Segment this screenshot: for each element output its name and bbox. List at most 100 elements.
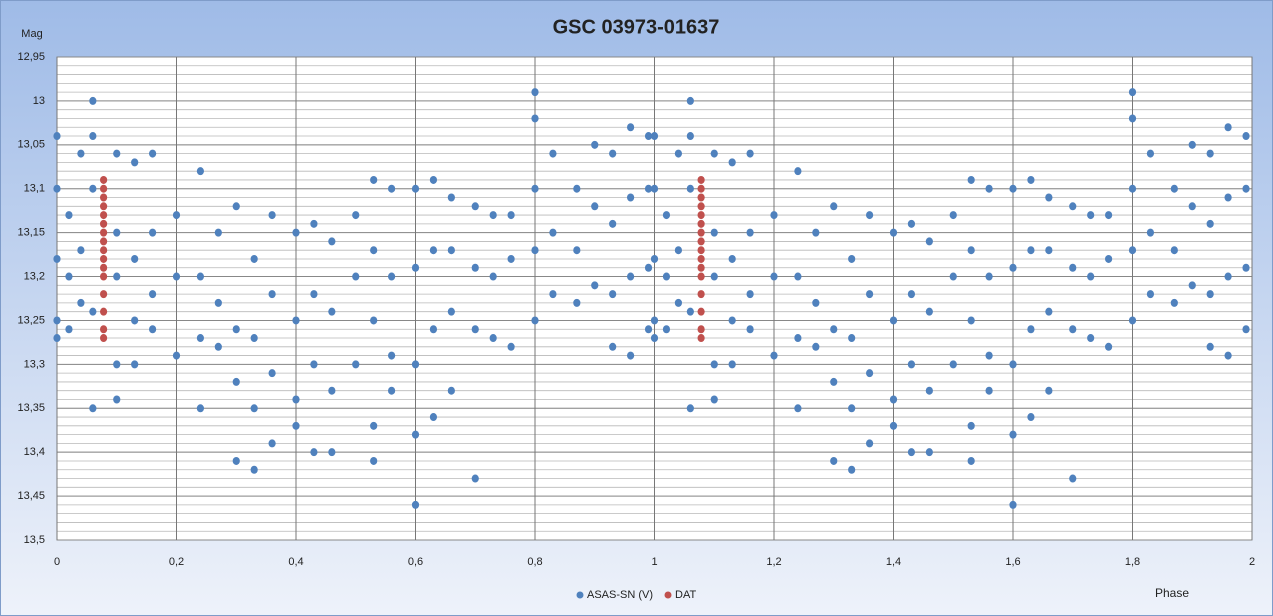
- point: [1128, 316, 1137, 325]
- point: [1027, 325, 1035, 334]
- y-tick-label: 13,05: [17, 139, 45, 151]
- y-tick-label: 13: [33, 95, 45, 107]
- point: [172, 272, 181, 281]
- point: [609, 342, 617, 351]
- point: [447, 193, 455, 202]
- point: [1069, 325, 1077, 334]
- point: [697, 193, 705, 202]
- point: [794, 404, 802, 413]
- point: [644, 263, 653, 272]
- point: [949, 360, 957, 369]
- point: [100, 184, 108, 193]
- point: [196, 404, 204, 413]
- point: [794, 334, 802, 343]
- point: [53, 316, 61, 325]
- point: [985, 351, 993, 360]
- x-tick-label: 2: [1249, 556, 1255, 568]
- point: [686, 404, 694, 413]
- point: [1069, 202, 1077, 211]
- point: [507, 342, 515, 351]
- point: [1224, 351, 1232, 360]
- point: [388, 386, 396, 395]
- point: [1146, 149, 1155, 158]
- point: [830, 456, 838, 465]
- point: [697, 184, 705, 193]
- point: [250, 334, 258, 343]
- point: [268, 290, 276, 299]
- point: [925, 448, 933, 457]
- point: [907, 360, 916, 369]
- point: [650, 184, 659, 193]
- point: [113, 360, 121, 369]
- point: [1128, 184, 1137, 193]
- point: [1045, 307, 1053, 316]
- point: [310, 219, 318, 228]
- point: [328, 307, 336, 316]
- point: [1242, 325, 1250, 334]
- point: [697, 202, 705, 211]
- point: [794, 272, 802, 281]
- chart-title: GSC 03973-01637: [553, 16, 720, 38]
- point: [1146, 228, 1155, 237]
- point: [686, 184, 694, 193]
- point: [89, 184, 97, 193]
- x-tick-label: 1,6: [1005, 556, 1020, 568]
- point: [1045, 193, 1053, 202]
- point: [1188, 281, 1196, 290]
- point: [650, 334, 659, 343]
- point: [746, 290, 754, 299]
- point: [89, 132, 97, 141]
- point: [644, 184, 653, 193]
- point: [100, 307, 108, 316]
- point: [1027, 413, 1035, 422]
- point: [697, 290, 705, 299]
- point: [1105, 211, 1113, 220]
- point: [770, 211, 778, 220]
- point: [411, 263, 420, 272]
- legend-marker: [576, 591, 584, 599]
- point: [609, 149, 617, 158]
- point: [113, 149, 121, 158]
- point: [609, 219, 617, 228]
- point: [662, 211, 671, 220]
- point: [292, 316, 300, 325]
- point: [232, 325, 240, 334]
- point: [53, 254, 61, 263]
- point: [100, 254, 108, 263]
- point: [447, 246, 455, 255]
- point: [1206, 149, 1214, 158]
- legend-marker: [664, 591, 672, 599]
- point: [53, 184, 61, 193]
- point: [100, 334, 108, 343]
- point: [268, 369, 276, 378]
- point: [985, 272, 993, 281]
- point: [686, 96, 694, 105]
- point: [411, 184, 420, 193]
- point: [100, 219, 108, 228]
- point: [388, 184, 396, 193]
- point: [214, 298, 222, 307]
- point: [967, 421, 975, 430]
- point: [889, 316, 898, 325]
- point: [1128, 246, 1137, 255]
- point: [489, 272, 497, 281]
- point: [89, 404, 97, 413]
- point: [866, 211, 874, 220]
- point: [1242, 263, 1250, 272]
- x-tick-label: 0,2: [169, 556, 184, 568]
- point: [591, 202, 599, 211]
- point: [172, 211, 181, 220]
- point: [131, 316, 139, 325]
- point: [650, 132, 659, 141]
- point: [674, 246, 683, 255]
- point: [644, 132, 653, 141]
- point: [1170, 298, 1178, 307]
- point: [746, 325, 754, 334]
- point: [549, 149, 557, 158]
- y-tick-label: 13,5: [24, 534, 45, 546]
- point: [1206, 342, 1214, 351]
- point: [866, 439, 874, 448]
- point: [746, 149, 754, 158]
- point: [1009, 263, 1017, 272]
- point: [686, 132, 694, 141]
